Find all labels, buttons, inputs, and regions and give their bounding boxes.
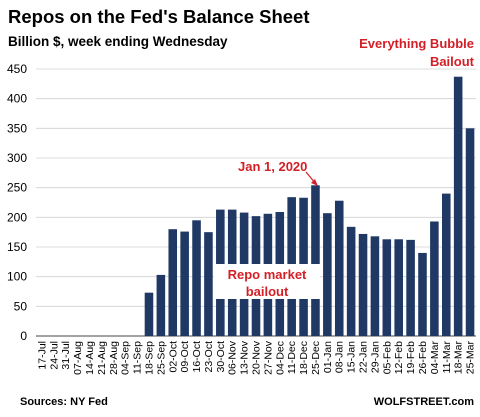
y-tick-label: 100: [7, 270, 27, 284]
y-tick-label: 150: [7, 240, 27, 254]
annotation-jan-1-2020: Jan 1, 2020: [238, 159, 307, 174]
annotation-jan-1-arrowhead: [311, 179, 318, 186]
bar: [311, 185, 320, 336]
annotation-repo-market-line1: Repo market: [228, 267, 307, 282]
x-tick-label: 22-Jan: [358, 341, 370, 373]
x-tick-label: 25-Sep: [155, 341, 167, 375]
bar: [394, 239, 403, 336]
x-tick-label: 30-Oct: [215, 341, 227, 373]
y-tick-label: 0: [20, 329, 27, 343]
bar: [180, 231, 189, 336]
x-tick-label: 09-Oct: [179, 341, 191, 373]
chart-title: Repos on the Fed's Balance Sheet: [8, 6, 310, 27]
x-tick-label: 31-Jul: [60, 341, 72, 370]
x-tick-label: 16-Oct: [191, 341, 203, 373]
annotation-everything-bubble-line2: Bailout: [430, 54, 475, 69]
x-tick-label: 19-Feb: [405, 341, 417, 374]
x-tick-label: 26-Feb: [417, 341, 429, 374]
x-tick-label: 05-Feb: [381, 341, 393, 374]
bar: [453, 76, 463, 337]
x-tick-label: 08-Jan: [334, 341, 346, 373]
bar: [323, 213, 332, 336]
y-tick-label: 450: [7, 62, 27, 76]
x-tick-label: 23-Oct: [203, 341, 215, 373]
x-tick-label: 28-Aug: [108, 341, 120, 375]
x-tick-label: 13-Nov: [239, 340, 251, 375]
x-tick-label: 04-Dec: [274, 341, 286, 375]
bar: [418, 252, 427, 336]
x-tick-label: 18-Sep: [143, 341, 155, 375]
annotation-everything-bubble-line1: Everything Bubble: [359, 36, 474, 51]
x-tick-label: 29-Jan: [369, 341, 381, 373]
bar: [430, 221, 439, 336]
x-tick-label: 04-Sep: [120, 341, 132, 375]
x-tick-label: 15-Jan: [346, 341, 358, 373]
x-tick-label: 27-Nov: [262, 340, 274, 375]
x-tick-label: 07-Aug: [72, 341, 84, 375]
bar: [370, 236, 380, 336]
x-tick-label: 18-Dec: [298, 341, 310, 375]
chart-subtitle: Billion $, week ending Wednesday: [8, 34, 228, 49]
bar: [204, 232, 213, 336]
x-tick-label: 01-Jan: [322, 341, 334, 373]
bar: [441, 193, 451, 336]
x-tick-label: 12-Feb: [393, 341, 405, 374]
y-tick-label: 300: [7, 151, 27, 165]
x-tick-label: 06-Nov: [227, 340, 239, 375]
x-tick-label: 02-Oct: [167, 341, 179, 373]
y-tick-label: 200: [7, 210, 27, 224]
x-tick-label: 11-Mar: [441, 341, 453, 374]
x-tick-label: 14-Aug: [84, 341, 96, 375]
bar: [192, 220, 201, 336]
x-tick-label: 24-Jul: [48, 341, 60, 370]
y-tick-label: 400: [7, 92, 27, 106]
bar: [346, 226, 356, 336]
x-tick-label: 21-Aug: [96, 341, 108, 375]
bar: [465, 128, 475, 336]
x-tick-label: 11-Sep: [132, 341, 144, 374]
bar: [144, 292, 154, 336]
annotation-repo-market-box: [214, 264, 320, 299]
y-axis-ticks: 0 50 100 150 200 250 300 350 400 450: [7, 62, 27, 343]
y-tick-label: 50: [14, 299, 28, 313]
y-tick-label: 350: [7, 121, 27, 135]
x-tick-label: 25-Dec: [310, 341, 322, 375]
brand: WOLFSTREET.com: [374, 396, 474, 408]
x-tick-label: 11-Dec: [286, 341, 298, 374]
x-tick-label: 18-Mar: [453, 341, 465, 375]
y-tick-label: 250: [7, 181, 27, 195]
bar: [168, 229, 178, 336]
annotation-repo-market-line2: bailout: [246, 284, 289, 299]
bar: [358, 233, 368, 336]
x-tick-label: 17-Jul: [36, 341, 48, 370]
bar: [406, 239, 415, 336]
x-tick-label: 20-Nov: [251, 340, 263, 375]
bar: [156, 274, 166, 336]
bar: [334, 200, 344, 336]
x-tick-label: 25-Mar: [465, 341, 477, 375]
source-note: Sources: NY Fed: [20, 396, 108, 408]
bar: [382, 239, 392, 336]
x-tick-label: 04-Mar: [429, 341, 441, 375]
x-axis-ticks: 17-Jul 24-Jul 31-Jul 07-Aug 14-Aug 21-Aug 28-A…: [36, 340, 476, 375]
